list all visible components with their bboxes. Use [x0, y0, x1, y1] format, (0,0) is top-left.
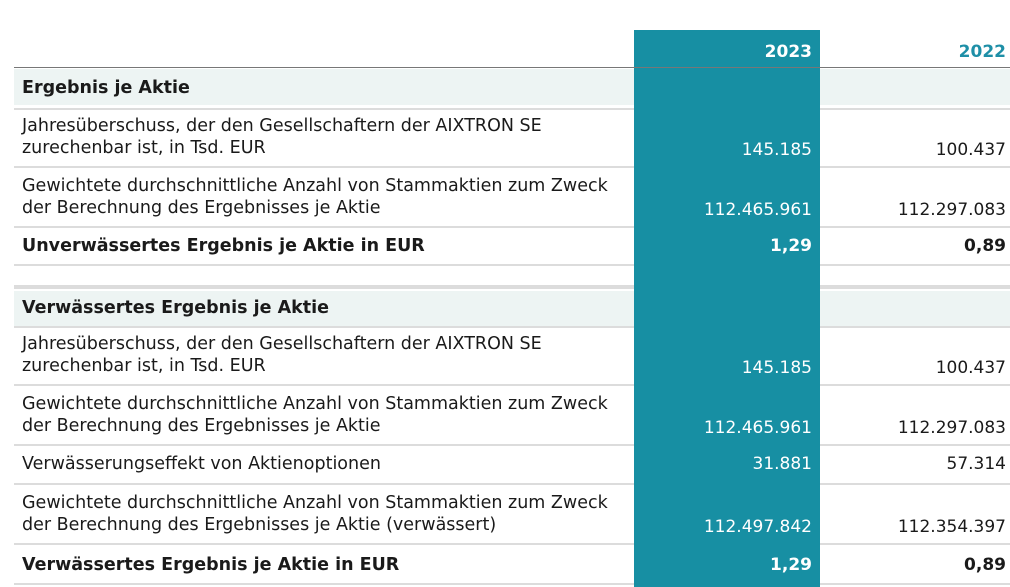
row-label: Jahresüberschuss, der den Gesellschafter…	[22, 334, 542, 376]
row-divider	[820, 264, 1010, 266]
table-row-total: Unverwässertes Ergebnis je Aktie in EUR …	[14, 230, 1010, 262]
value-2023: 31.881	[752, 454, 812, 474]
value-2022: 100.437	[935, 358, 1006, 378]
table-row: Gewichtete durchschnittliche Anzahl von …	[14, 489, 1010, 539]
table-row-total: Verwässertes Ergebnis je Aktie in EUR 1,…	[14, 548, 1010, 581]
row-label: Gewichtete durchschnittliche Anzahl von …	[22, 493, 608, 535]
row-divider	[820, 166, 1010, 168]
table-row: Jahresüberschuss, der den Gesellschafter…	[14, 112, 1010, 162]
row-divider	[14, 108, 634, 110]
section-shade	[14, 291, 634, 327]
row-divider	[14, 166, 634, 168]
row-divider	[14, 543, 634, 545]
value-2022: 0,89	[964, 236, 1006, 256]
section-title: Ergebnis je Aktie	[22, 78, 190, 98]
row-divider	[820, 543, 1010, 545]
row-label: Gewichtete durchschnittliche Anzahl von …	[22, 394, 608, 436]
row-divider	[14, 226, 634, 228]
value-2023: 1,29	[770, 236, 812, 256]
row-divider	[14, 444, 634, 446]
value-2022: 112.297.083	[897, 418, 1006, 438]
section-divider	[820, 285, 1010, 289]
row-divider	[820, 444, 1010, 446]
header-spacer	[14, 40, 634, 64]
value-2022: 0,89	[964, 554, 1006, 575]
row-divider	[14, 583, 634, 585]
header-row: 2023 2022	[14, 40, 1010, 64]
row-divider	[820, 326, 1010, 328]
value-2023: 112.465.961	[703, 418, 812, 438]
row-label: Verwässertes Ergebnis je Aktie in EUR	[22, 554, 400, 575]
section-shade	[820, 69, 1010, 105]
value-2023: 145.185	[741, 358, 812, 378]
highlight-column-2023	[634, 30, 820, 587]
row-label: Unverwässertes Ergebnis je Aktie in EUR	[22, 236, 425, 256]
section-divider	[14, 285, 634, 289]
section-title-row: Ergebnis je Aktie	[14, 70, 1010, 106]
table-row: Verwässerungseffekt von Aktienoptionen 3…	[14, 448, 1010, 480]
section-title: Verwässertes Ergebnis je Aktie	[22, 298, 329, 318]
row-divider	[820, 583, 1010, 585]
row-divider	[14, 384, 634, 386]
year-2023-header: 2023	[764, 42, 812, 62]
value-2022: 112.354.397	[897, 517, 1006, 537]
value-2022: 100.437	[935, 140, 1006, 160]
table-row: Jahresüberschuss, der den Gesellschafter…	[14, 330, 1010, 380]
table-row: Gewichtete durchschnittliche Anzahl von …	[14, 390, 1010, 440]
value-2023: 112.497.842	[703, 517, 812, 537]
value-2023: 1,29	[770, 554, 812, 575]
section-shade	[14, 69, 634, 105]
header-rule	[14, 67, 1010, 68]
table-row: Gewichtete durchschnittliche Anzahl von …	[14, 172, 1010, 222]
value-2022: 57.314	[946, 454, 1006, 474]
row-label: Jahresüberschuss, der den Gesellschafter…	[22, 116, 542, 158]
row-divider	[820, 226, 1010, 228]
year-2022-header: 2022	[958, 42, 1006, 62]
value-2023: 112.465.961	[703, 200, 812, 220]
row-divider	[820, 108, 1010, 110]
value-2023: 145.185	[741, 140, 812, 160]
row-divider	[820, 384, 1010, 386]
row-divider	[820, 483, 1010, 485]
section-shade	[820, 291, 1010, 327]
row-divider	[14, 264, 634, 266]
row-label: Verwässerungseffekt von Aktienoptionen	[22, 454, 381, 474]
row-divider	[14, 326, 634, 328]
row-divider	[14, 483, 634, 485]
value-2022: 112.297.083	[897, 200, 1006, 220]
section-title-row: Verwässertes Ergebnis je Aktie	[14, 292, 1010, 324]
row-label: Gewichtete durchschnittliche Anzahl von …	[22, 176, 608, 218]
